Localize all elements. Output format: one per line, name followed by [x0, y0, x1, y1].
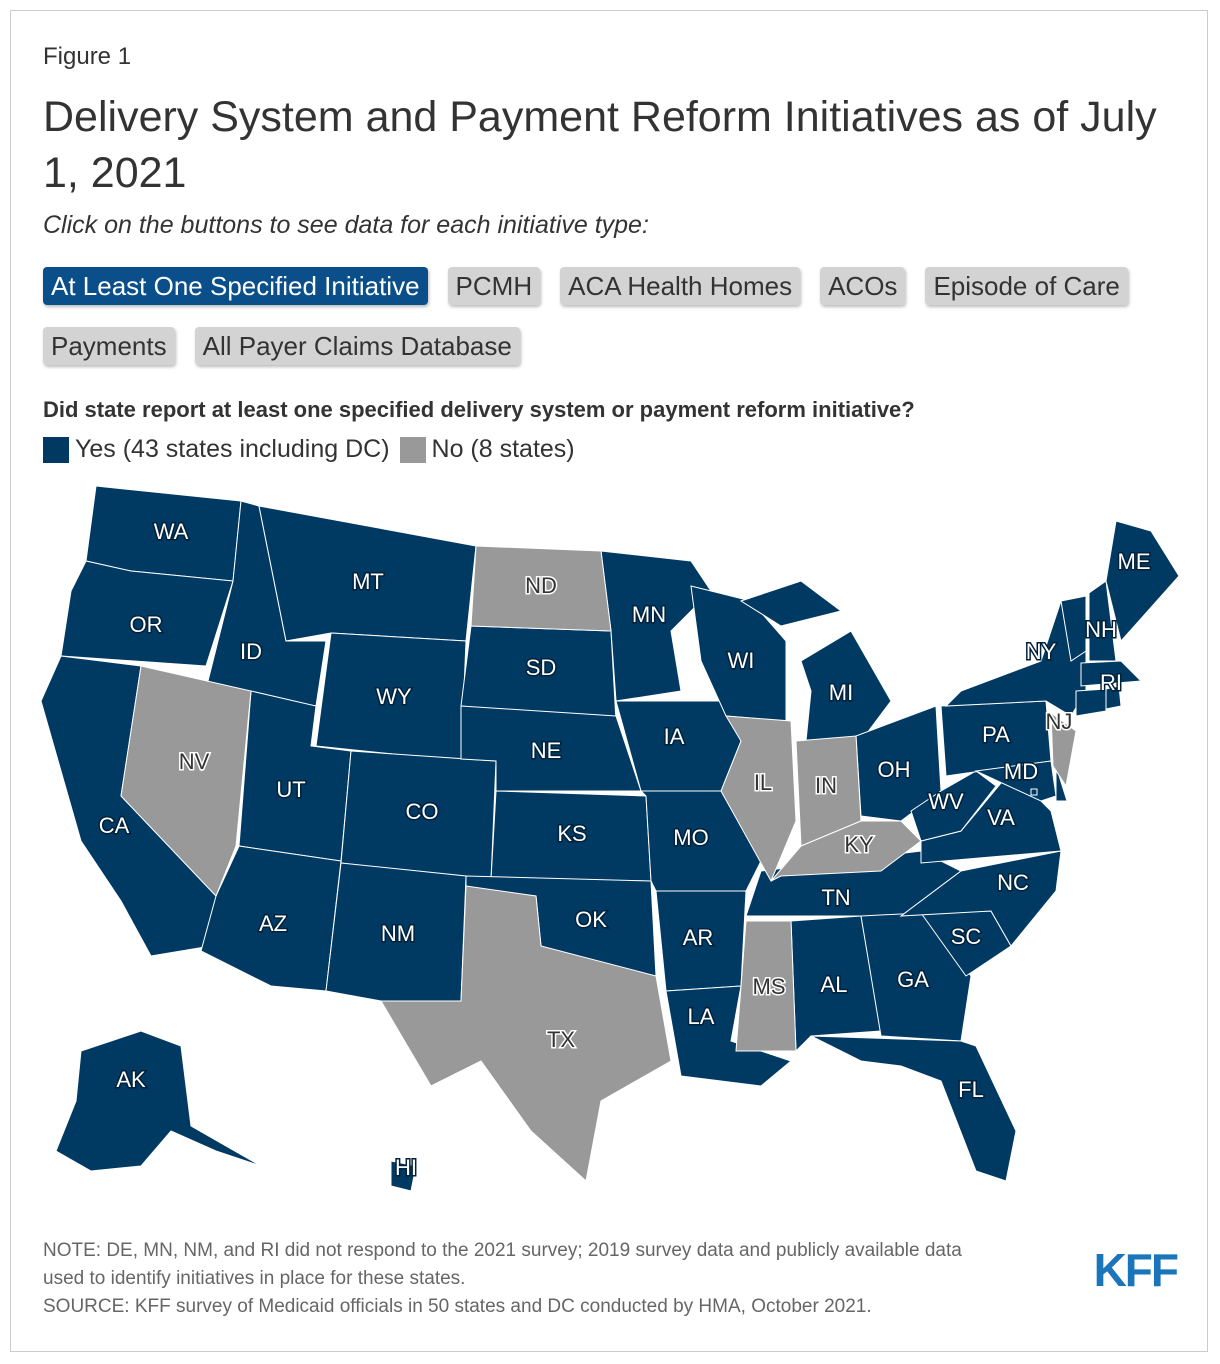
state-label: NC: [997, 870, 1029, 895]
state: [55, 1030, 262, 1172]
state-label: MD: [1004, 759, 1038, 784]
state-label: NM: [381, 921, 415, 946]
state-label: NE: [531, 738, 562, 763]
state: [1075, 688, 1107, 717]
filter-button[interactable]: ACA Health Homes: [560, 267, 801, 305]
state-label: GA: [897, 967, 929, 992]
state: [1080, 660, 1143, 687]
state: [470, 545, 612, 632]
button-group: At Least One Specified Initiative PCMH ACA…: [43, 256, 1153, 376]
state-label: VA: [987, 805, 1015, 830]
state: [600, 550, 712, 702]
state-label: SC: [951, 924, 982, 949]
instruction: Click on the buttons to see data for eac…: [43, 211, 649, 239]
legend-label: Yes (43 states including DC): [75, 435, 390, 463]
legend-label: No (8 states): [431, 435, 575, 463]
state: [739, 580, 843, 627]
state-label: AZ: [259, 911, 287, 936]
state: [1105, 685, 1122, 710]
state-label: LA: [688, 1004, 715, 1029]
state: [1105, 520, 1180, 643]
notes: NOTE: DE, MN, NM, and RI did not respond…: [43, 1237, 1003, 1321]
state-label: SD: [526, 655, 557, 680]
state-label: PA: [982, 722, 1010, 747]
state-label: OH: [878, 757, 911, 782]
state: [899, 850, 1062, 947]
state-label: KY: [844, 832, 874, 857]
state-label: TN: [821, 885, 850, 910]
legend-swatch: [399, 436, 426, 463]
state-label: NY: [1026, 639, 1057, 664]
state-label: WA: [154, 519, 189, 544]
state-label: ID: [240, 639, 262, 664]
state-label: OR: [130, 612, 163, 637]
state-label: CO: [406, 799, 439, 824]
figure: Figure 1 Delivery System and Payment Ref…: [10, 10, 1208, 1352]
legend-item: Yes (43 states including DC): [43, 435, 390, 464]
states: [40, 485, 1180, 1192]
state-label: UT: [276, 777, 305, 802]
state-label: ND: [525, 573, 557, 598]
state: [770, 820, 922, 882]
state-label: AL: [821, 972, 848, 997]
question: Did state report at least one specified …: [43, 397, 915, 422]
logo: KFF: [1093, 1244, 1179, 1296]
state: [120, 665, 252, 897]
map: WA OR CA ID MT WY UT AZ CO NM SD NE KS OK MN IA MO AR LA WI…: [40, 485, 1180, 1192]
state-label: IN: [815, 773, 837, 798]
state-label: KS: [557, 821, 586, 846]
state-labels: WA OR CA ID MT WY UT AZ CO NM SD NE KS OK MN IA MO AR LA WI…: [97, 517, 1152, 1181]
state-label: AK: [116, 1067, 146, 1092]
state: [1030, 788, 1038, 796]
state-label: WI: [728, 648, 755, 673]
filter-button[interactable]: All Payer Claims Database: [194, 327, 520, 365]
state-label: ME: [1118, 549, 1151, 574]
state-label: FL: [958, 1077, 984, 1102]
state-label: CA: [99, 813, 130, 838]
filter-button[interactable]: At Least One Specified Initiative: [43, 267, 428, 305]
state-label: MO: [673, 825, 708, 850]
filter-button[interactable]: ACOs: [820, 267, 906, 305]
legend: Yes (43 states including DC) No (8 states…: [43, 435, 575, 464]
state-label: HI: [395, 1155, 417, 1180]
title: Delivery System and Payment Reform Initi…: [43, 93, 1157, 197]
state-label: WV: [928, 789, 964, 814]
state-label: OK: [575, 907, 607, 932]
state: [735, 920, 797, 1052]
state-label: AR: [683, 925, 714, 950]
filter-button[interactable]: PCMH: [447, 267, 541, 305]
state: [1060, 595, 1087, 662]
state: [1050, 711, 1077, 788]
note: NOTE: DE, MN, NM, and RI did not respond…: [43, 1240, 962, 1289]
state-label: NH: [1085, 617, 1117, 642]
state: [810, 1035, 1017, 1182]
state-label: NJ: [1046, 709, 1073, 734]
legend-item: No (8 states): [399, 435, 575, 464]
state-label: IL: [754, 770, 772, 795]
state-label: TX: [547, 1027, 575, 1052]
state: [60, 560, 234, 667]
state-label: WY: [376, 684, 412, 709]
state-label: MT: [352, 569, 384, 594]
state-label: MS: [753, 974, 786, 999]
state-label: MN: [632, 602, 666, 627]
figure-label: Figure 1: [43, 43, 132, 70]
state-label: RI: [1100, 670, 1122, 695]
state-label: IA: [664, 724, 685, 749]
source: SOURCE: KFF survey of Medicaid officials…: [43, 1296, 872, 1317]
state-label: MI: [829, 680, 853, 705]
state: [390, 1160, 417, 1192]
state-label: NV: [179, 749, 210, 774]
state: [380, 885, 672, 1182]
legend-swatch: [43, 436, 69, 463]
